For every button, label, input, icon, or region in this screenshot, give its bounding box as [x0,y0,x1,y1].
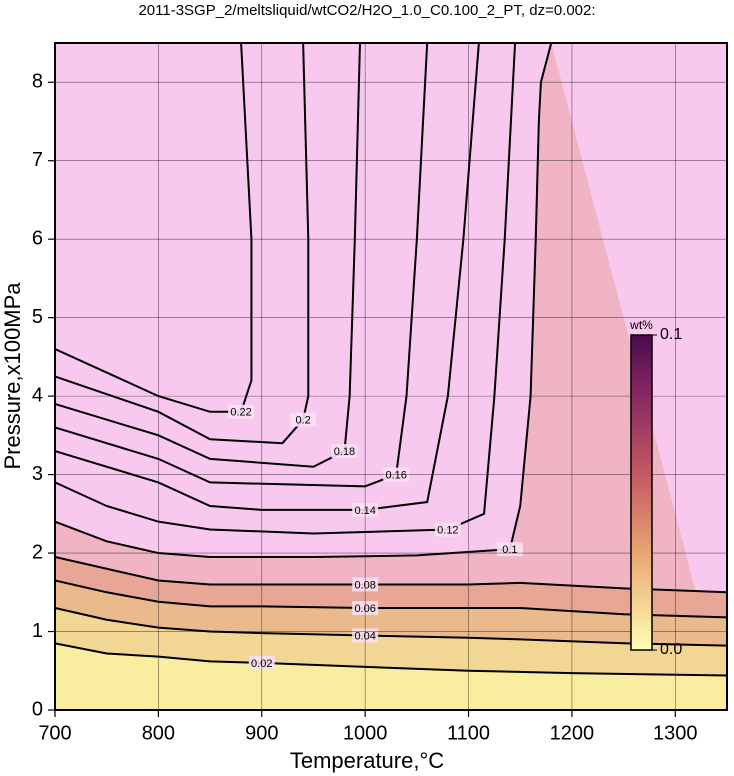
y-tick-label: 4 [32,384,43,406]
contour-label-bg [496,542,523,557]
colorbar-tick-label: 0.1 [660,326,682,343]
contour-label-bg [290,412,317,427]
contour-fill [55,643,727,710]
y-tick-label: 6 [32,227,43,249]
y-tick-label: 0 [32,698,43,720]
contour-label: 0.18 [334,446,355,458]
contour-label: 0.22 [230,407,251,419]
x-tick-label: 1100 [447,722,490,744]
contour-label: 0.16 [385,469,406,481]
y-tick-label: 7 [32,149,43,171]
y-tick-label: 8 [32,71,43,93]
colorbar [630,334,653,651]
plot-area: 0.020.040.060.080.10.120.140.160.180.20.… [55,43,727,710]
contour-label-bg [228,404,255,419]
x-tick-label: 1200 [550,722,595,744]
contour-line [55,43,310,445]
y-axis-label: Pressure,x100MPa [0,282,25,470]
plot-frame [54,42,728,711]
contour-label: 0.1 [502,544,517,556]
contour-label: 0.12 [437,524,458,536]
contour-line [55,43,361,468]
x-tick-label: 900 [245,722,278,744]
axes: 700 800 900 1000 1100 1200 1300 0 1 2 3 4 5 6 7 8 wt% 0.1… [32,42,728,744]
x-tick-label: 800 [142,722,175,744]
colorbar-tick-label: 0.0 [660,641,682,658]
contour-label-bg [331,444,358,459]
y-tick-label: 1 [32,620,43,642]
y-tick-label: 3 [32,463,43,485]
x-tick-label: 1000 [343,722,388,744]
contour-label: 0.2 [295,415,310,427]
contour-fill [55,43,727,710]
x-axis-label: Temperature,°C [290,748,444,773]
x-tick-label: 700 [38,722,71,744]
x-tick-label: 1300 [653,722,698,744]
contour-line [55,43,429,488]
chart-title: 2011-3SGP_2/meltsliquid/wtCO2/H2O_1.0_C0… [138,2,595,19]
contour-label-bg [434,522,461,537]
colorbar-label: wt% [629,318,653,332]
y-tick-label: 2 [32,541,43,563]
y-tick-label: 5 [32,306,43,328]
